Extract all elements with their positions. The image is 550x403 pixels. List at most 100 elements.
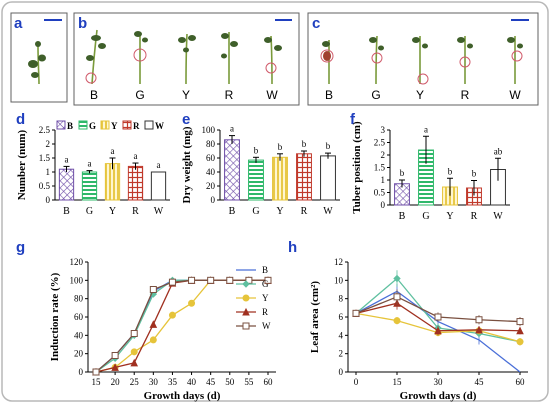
chart-d-legend-label-W: W [155,121,164,131]
chart-f-ytick-label: 1 [381,175,386,185]
chart-d-legend-swatch-B [56,120,66,130]
chart-g-y-axis-label: Induction rate (%) [49,272,61,361]
chart-h-point-Y [393,317,401,325]
chart-e-bar-W [320,155,336,201]
chart-e-ytick-label: 40 [206,167,216,177]
chart-d-xtick-label-B: B [63,206,70,217]
chart-e-xtick-label-Y: Y [276,206,283,217]
plant-c-1 [320,40,334,84]
chart-d-ytick-label: 2 [46,139,51,149]
photo-b-label-4: W [266,88,278,102]
chart-h-point-R [434,326,442,335]
plant-b-4 [221,32,238,85]
chart-g-point-W [226,276,234,284]
chart-g-legend-marker-Y [242,294,250,302]
chart-g-legend-marker-R [242,307,250,316]
chart-e-sig-label-W: b [326,141,331,151]
chart-g-point-W [92,368,100,376]
chart-d-ytick-label: 0.5 [39,181,51,191]
panel-c-box [307,12,539,106]
chart-f-ytick-label: 2.5 [374,138,386,148]
chart-d-ytick-label: 2.5 [39,125,51,135]
chart-f-xtick-label-R: R [471,211,478,222]
chart-f-ytick-label: 1.5 [374,163,386,173]
chart-d-legend-swatch-Y [100,120,110,130]
chart-h-point-W [516,318,524,326]
plant-b-5 [264,35,282,85]
chart-f-xtick-label-W: W [493,211,503,222]
chart-g-ytick-label: 0 [79,367,84,377]
chart-g-legend-label-G: G [262,279,269,289]
chart-g-ytick-label: 120 [70,257,84,267]
chart-d-bar-W [150,171,167,201]
chart-g-xtick-label: 25 [130,377,140,387]
chart-e-sig-label-B: a [230,124,234,134]
panel-letter-b: b [78,15,87,32]
panel-letter-g: g [16,239,25,256]
chart-g-point-Y [149,336,157,344]
chart-d-sig-label-G: a [88,159,92,169]
chart-d-legend-label-Y: Y [111,121,118,131]
chart-d-bar-G [81,171,98,201]
chart-e-ytick-label: 80 [206,139,216,149]
chart-g-point-R [130,358,139,367]
chart-g-point-Y [188,299,196,307]
chart-h-point-R [516,326,524,335]
chart-g-point-W [111,352,119,359]
chart-h-ytick-label: 4 [339,330,344,340]
chart-d-sig-label-B: a [65,154,69,164]
photo-b-label-2: Y [182,88,190,102]
chart-g-xtick-label: 30 [149,377,159,387]
chart-h-ytick-label: 6 [339,312,344,322]
plant-b-2 [133,31,148,84]
chart-e-ytick-label: 0 [211,195,216,205]
chart-d-xtick-label-Y: Y [109,206,116,217]
chart-d-sig-label-R: a [134,151,138,161]
chart-d-number: d 0 0.5 1 1.5 2 2.5 Number (num) a Ba Ga Ya Ra W B G Y R… [16,111,170,217]
chart-f-y-axis-label: Tuber position (cm) [351,121,363,214]
chart-g-point-W [130,330,138,337]
chart-h-point-W [352,309,360,317]
chart-g-xtick-label: 50 [225,377,235,387]
chart-h-ytick-label: 10 [334,275,344,285]
chart-d-bar-B [58,168,75,201]
chart-d-ytick-label: 1.5 [39,153,51,163]
chart-f-sig-label-G: a [424,124,428,134]
chart-e-xtick-label-B: B [229,206,236,217]
plant-b-1 [85,29,106,85]
chart-d-xtick-label-W: W [154,206,164,217]
chart-g-ytick-label: 40 [74,330,84,340]
chart-h-xtick-label: 30 [434,377,444,387]
chart-e-sig-label-Y: b [278,142,283,152]
photo-panel-b: b B G Y R W [73,12,300,106]
chart-h-xtick-label: 15 [393,377,403,387]
panel-letter-a: a [14,15,23,32]
photo-b-label-1: G [135,88,144,102]
chart-d-ytick-label: 1 [46,167,51,177]
chart-e-bar-B [224,139,240,201]
chart-e-bar-Y [272,156,288,201]
chart-h-point-G [393,274,401,283]
chart-g-point-W [188,276,196,284]
chart-d-bar-R [127,165,144,201]
photo-b-label-0: B [90,88,98,102]
chart-h-leaf-area: h 0 2 4 6 8 10 12 Leaf area (cm²) 0 15 30 45 60 Growt… [288,239,528,402]
chart-g-point-W [149,286,157,293]
chart-e-ytick-label: 20 [206,181,216,191]
chart-f-xtick-label-B: B [399,211,406,222]
chart-g-xtick-label: 20 [111,377,121,387]
chart-d-legend-label-B: B [67,121,73,131]
plant-photos-b [85,29,282,85]
chart-g-xtick-label: 55 [244,377,254,387]
chart-d-sig-label-W: a [157,160,161,170]
chart-g-point-W [207,276,215,284]
chart-g-ytick-label: 60 [74,312,84,322]
panel-letter-f: f [350,111,356,128]
chart-g-legend-label-R: R [262,307,268,317]
chart-h-point-W [393,293,401,301]
chart-d-y-axis-label: Number (num) [16,129,28,200]
chart-e-xtick-label-W: W [323,206,333,217]
chart-e-ytick-label: 100 [202,125,216,135]
chart-f-ytick-label: 0.5 [374,188,386,198]
chart-e-bar-R [296,153,312,201]
